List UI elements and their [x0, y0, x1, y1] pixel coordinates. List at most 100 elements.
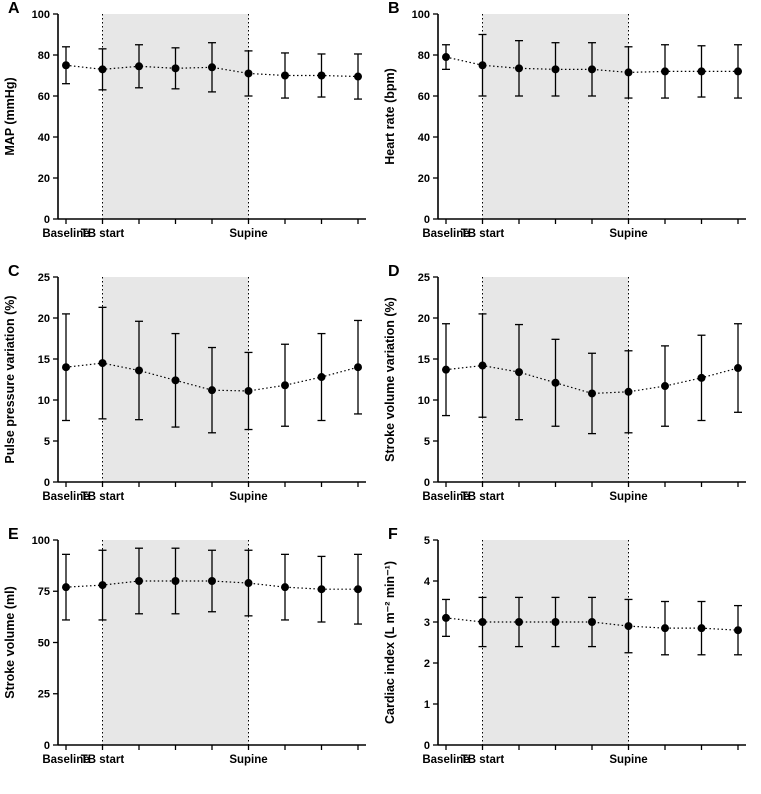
data-point	[354, 585, 362, 594]
data-point	[442, 613, 450, 622]
data-point	[734, 364, 742, 373]
panel-heart-rate: B 0 20 40 60 80 100 Baseline TB start Supine Hear…	[380, 0, 760, 263]
y-tick-label: 20	[38, 313, 50, 325]
y-tick-label: 80	[418, 50, 430, 62]
y-tick-label: 15	[38, 354, 50, 366]
panel-stroke-volume: E 0 25 50 75 100 Baseline TB start Supine Stroke…	[0, 526, 380, 789]
x-tick-label: TB start	[461, 228, 505, 240]
data-point	[281, 71, 289, 80]
mean-connector-line	[445, 56, 738, 74]
mean-connector-line	[445, 617, 739, 631]
data-point	[62, 583, 70, 592]
y-tick-label: 25	[38, 689, 50, 701]
x-tick-label: TB start	[461, 491, 505, 503]
data-point	[551, 378, 560, 387]
data-point	[317, 585, 326, 594]
panel-letter-e: E	[8, 526, 19, 543]
data-point	[478, 361, 487, 370]
data-point	[661, 382, 669, 391]
data-point	[98, 65, 107, 74]
data-point	[661, 624, 669, 633]
data-point	[135, 62, 143, 71]
x-tick-label: Baseline	[422, 228, 469, 240]
y-tick-label: 0	[44, 740, 50, 752]
mean-connector-line	[65, 64, 359, 78]
data-point	[661, 67, 669, 76]
x-tick-label: TB start	[461, 754, 505, 766]
y-tick-label: 0	[44, 214, 50, 226]
data-point	[588, 618, 596, 626]
x-tick-label: TB start	[81, 754, 125, 766]
data-point	[281, 381, 289, 390]
x-tick-label: TB start	[81, 491, 125, 503]
y-tick-label: 5	[424, 436, 430, 448]
data-point	[354, 363, 362, 372]
data-point	[208, 63, 216, 72]
x-tick-label: Supine	[609, 228, 647, 240]
mean-connector-line	[65, 362, 359, 392]
data-point	[244, 386, 253, 395]
data-point	[442, 365, 450, 374]
data-point	[734, 626, 742, 635]
data-point	[697, 624, 706, 633]
data-point	[208, 386, 216, 395]
panel-letter-d: D	[388, 263, 400, 280]
y-tick-label: 25	[418, 272, 430, 284]
y-tick-label: 40	[418, 132, 430, 144]
mean-connector-line	[65, 580, 358, 590]
data-point	[244, 579, 253, 588]
data-point	[62, 61, 70, 70]
data-point	[478, 61, 487, 70]
y-axis-label: Heart rate (bpm)	[383, 68, 397, 165]
y-tick-label: 20	[38, 173, 50, 185]
data-point	[697, 67, 706, 76]
y-tick-label: 0	[424, 214, 430, 226]
y-tick-label: 0	[424, 477, 430, 489]
data-point	[317, 71, 326, 80]
x-tick-label: Supine	[229, 228, 267, 240]
y-tick-label: 60	[38, 91, 50, 103]
data-point	[734, 67, 742, 76]
data-point	[478, 618, 487, 626]
x-tick-label: Supine	[229, 754, 267, 766]
data-point	[588, 65, 596, 74]
y-tick-label: 2	[424, 658, 430, 670]
y-tick-label: 10	[418, 395, 430, 407]
y-tick-label: 100	[412, 9, 430, 21]
y-tick-label: 50	[38, 637, 50, 649]
data-point	[317, 373, 326, 382]
y-axis-label: Stroke volume (ml)	[3, 586, 17, 699]
y-tick-label: 20	[418, 173, 430, 185]
y-tick-label: 60	[418, 91, 430, 103]
y-tick-label: 75	[38, 586, 50, 598]
data-point	[171, 376, 180, 385]
y-tick-label: 0	[424, 740, 430, 752]
x-tick-label: Baseline	[42, 754, 89, 766]
data-point	[135, 366, 143, 375]
panel-letter-c: C	[8, 263, 20, 280]
y-tick-label: 100	[32, 535, 50, 547]
y-tick-label: 40	[38, 132, 50, 144]
data-point	[208, 577, 216, 585]
shaded-band	[102, 14, 249, 219]
data-point	[551, 65, 560, 74]
y-tick-label: 80	[38, 50, 50, 62]
x-tick-label: TB start	[81, 228, 125, 240]
data-point	[588, 389, 596, 398]
data-point	[515, 64, 523, 73]
panel-stroke-volume-variation: D 0 5 10 15 20 25 Baseline TB start Supine Stroke…	[380, 263, 760, 526]
data-point	[62, 363, 70, 372]
y-tick-label: 25	[38, 272, 50, 284]
data-point	[551, 618, 560, 626]
panel-map: A 0 20 40 60 80 100 Baseline TB start Supine MAP …	[0, 0, 380, 263]
data-point	[171, 64, 180, 73]
panel-letter-f: F	[388, 526, 398, 543]
y-axis-label: MAP (mmHg)	[3, 77, 17, 155]
y-tick-label: 1	[424, 699, 430, 711]
y-axis-label: Pulse pressure variation (%)	[3, 295, 17, 463]
data-point	[624, 68, 633, 77]
